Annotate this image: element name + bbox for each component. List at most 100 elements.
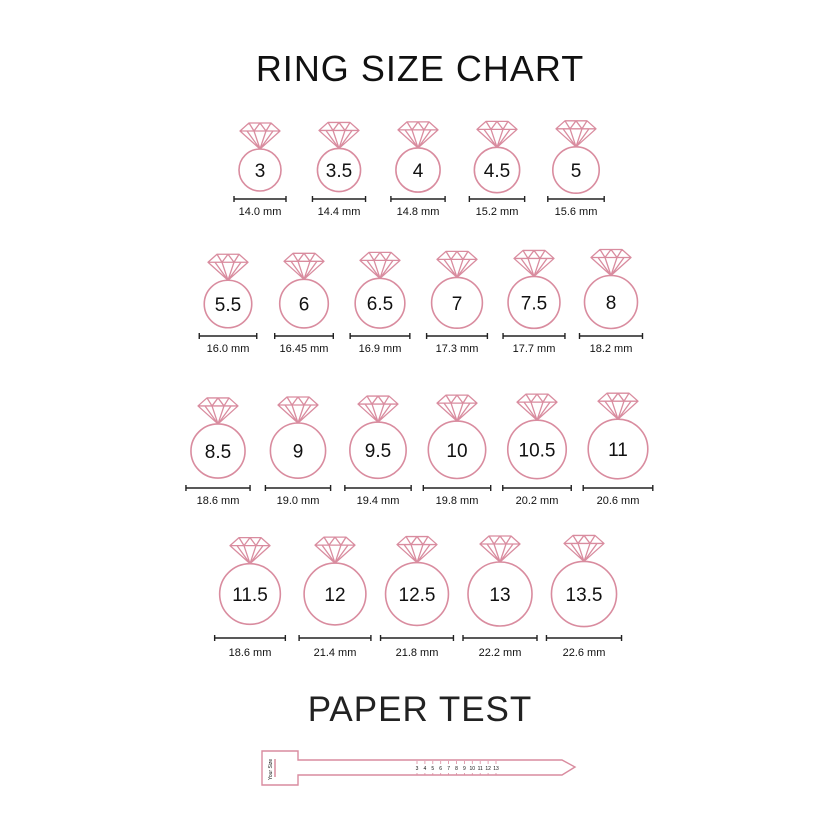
strip-scale-number: 13 — [493, 766, 499, 772]
measure-line — [545, 635, 623, 641]
measure-line — [274, 333, 334, 339]
diamond-outline — [563, 534, 605, 563]
diamond-icon — [436, 250, 478, 279]
diamond-icon — [314, 536, 356, 564]
ring-size-label: 7.5 — [521, 293, 547, 314]
ring-size-label: 5 — [571, 161, 582, 182]
diamond-icon — [555, 120, 597, 148]
paper-test-title: PAPER TEST — [307, 690, 533, 729]
diamond-outline — [239, 122, 281, 150]
diamond-outline — [283, 252, 325, 280]
ring-mm-label: 21.8 mm — [396, 647, 439, 659]
diamond-outline — [516, 393, 558, 421]
diamond-icon — [283, 252, 325, 280]
ring-mm-label: 19.0 mm — [277, 495, 320, 507]
ring-mm-label: 18.6 mm — [229, 647, 272, 659]
diamond-outline — [476, 120, 518, 148]
diamond-icon — [197, 397, 239, 425]
diamond-icon — [397, 121, 439, 149]
measure-line — [578, 333, 644, 339]
ring-item: 6.5 16.9 mm — [349, 251, 411, 355]
measure-line — [264, 485, 332, 491]
ring-size-label: 8 — [606, 293, 617, 314]
ring-item: 8 18.2 mm — [578, 248, 644, 355]
measure-line — [213, 635, 287, 641]
strip-scale-number: 12 — [485, 766, 491, 772]
measure-line — [462, 635, 538, 641]
strip-scale-number: 7 — [447, 766, 450, 772]
diamond-outline — [359, 251, 401, 279]
diamond-outline — [229, 537, 271, 565]
ring-item: 5 15.6 mm — [547, 120, 605, 218]
diamond-outline — [555, 120, 597, 148]
diamond-outline — [277, 396, 319, 424]
measure-line — [582, 485, 654, 491]
ring-mm-label: 17.7 mm — [513, 343, 556, 355]
ring-mm-label: 21.4 mm — [314, 647, 357, 659]
ring-size-label: 5.5 — [215, 295, 241, 316]
strip-scale-number: 4 — [424, 766, 427, 772]
measure-line — [502, 485, 572, 491]
measure-line — [198, 333, 258, 339]
ring-mm-label: 20.6 mm — [597, 495, 640, 507]
ring-item: 13 22.2 mm — [462, 535, 538, 659]
diamond-outline — [436, 250, 478, 279]
ring-mm-label: 16.0 mm — [207, 343, 250, 355]
ring-item: 4.5 15.2 mm — [468, 120, 526, 218]
diamond-outline — [396, 535, 438, 564]
ring-item: 7 17.3 mm — [425, 250, 489, 355]
diamond-outline — [513, 249, 555, 278]
ring-size-label: 11.5 — [232, 585, 268, 606]
ring-mm-label: 22.6 mm — [563, 647, 606, 659]
ring-mm-label: 14.4 mm — [318, 206, 361, 218]
diamond-icon — [513, 249, 555, 278]
ring-mm-label: 17.3 mm — [436, 343, 479, 355]
measure-line — [344, 485, 412, 491]
ring-size-label: 10 — [446, 441, 467, 462]
diamond-icon — [436, 394, 478, 422]
ring-mm-label: 14.8 mm — [397, 206, 440, 218]
ring-size-label: 4.5 — [484, 161, 510, 182]
ring-mm-label: 22.2 mm — [479, 647, 522, 659]
diamond-outline — [397, 121, 439, 149]
ring-mm-label: 18.6 mm — [197, 495, 240, 507]
diamond-icon — [318, 121, 360, 150]
measure-line — [390, 196, 446, 202]
diamond-icon — [239, 122, 281, 150]
ring-item: 12.5 21.8 mm — [379, 535, 455, 659]
strip-scale-number: 9 — [463, 766, 466, 772]
ring-mm-label: 14.0 mm — [239, 206, 282, 218]
ring-mm-label: 16.45 mm — [280, 343, 329, 355]
ring-item: 5.5 16.0 mm — [198, 253, 258, 355]
diamond-icon — [597, 392, 639, 420]
ring-mm-label: 18.2 mm — [590, 343, 633, 355]
diamond-outline — [357, 395, 399, 423]
diamond-icon — [207, 253, 249, 281]
diamond-icon — [479, 535, 521, 563]
strip-label: Your Size — [268, 759, 274, 780]
ring-mm-label: 15.6 mm — [555, 206, 598, 218]
diamond-outline — [318, 121, 360, 150]
ring-size-label: 9.5 — [365, 441, 391, 462]
ring-size-label: 6 — [299, 295, 310, 316]
diamond-icon — [396, 535, 438, 564]
strip-outline — [261, 750, 577, 786]
diamond-icon — [277, 396, 319, 424]
ring-size-label: 13.5 — [566, 585, 603, 606]
diamond-icon — [357, 395, 399, 423]
diamond-icon — [563, 534, 605, 563]
measure-line — [185, 485, 251, 491]
ring-item: 7.5 17.7 mm — [502, 249, 566, 355]
ring-item: 10 19.8 mm — [422, 394, 492, 507]
measure-line — [425, 333, 489, 339]
measure-line — [311, 196, 367, 202]
ring-size-label: 8.5 — [205, 442, 231, 463]
ring-size-label: 7 — [452, 294, 463, 315]
measure-line — [298, 635, 372, 641]
measure-line — [379, 635, 455, 641]
paper-strip — [261, 750, 577, 786]
diamond-icon — [359, 251, 401, 279]
ring-mm-label: 19.8 mm — [436, 495, 479, 507]
